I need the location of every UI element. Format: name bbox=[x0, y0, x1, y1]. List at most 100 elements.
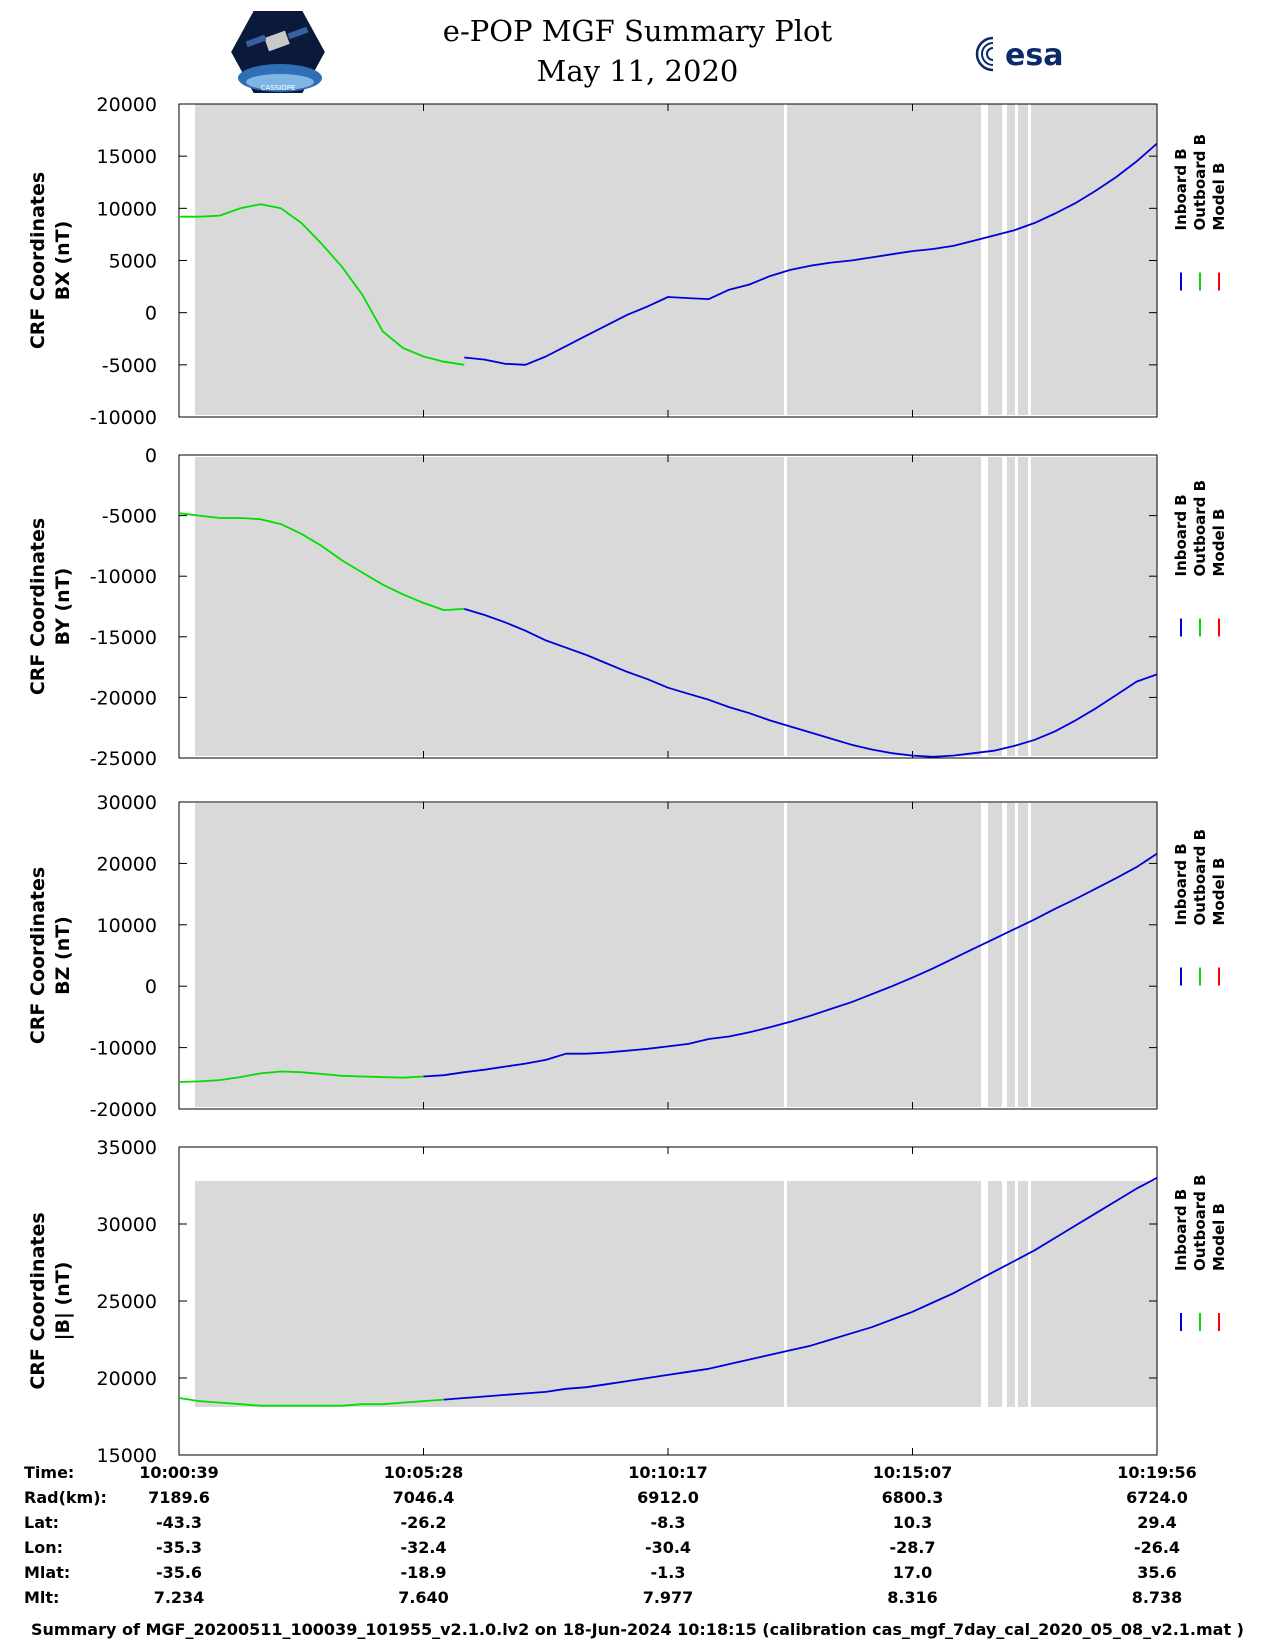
y-tick-label: -5000 bbox=[102, 355, 157, 377]
series-outboard-b bbox=[178, 512, 465, 611]
info-row-label: Mlt: bbox=[24, 1588, 60, 1607]
data-shade-band-6 bbox=[1031, 457, 1157, 756]
series-inboard-b bbox=[423, 852, 1158, 1078]
series-outboard-b bbox=[178, 1397, 444, 1407]
data-shade-band-1 bbox=[195, 104, 784, 415]
y-tick-label: 0 bbox=[145, 445, 157, 467]
info-cell: 10:05:28 bbox=[383, 1463, 464, 1482]
data-shade-band-4 bbox=[1007, 803, 1015, 1107]
data-shade-band-3 bbox=[988, 1181, 1002, 1407]
info-cell: 6912.0 bbox=[637, 1488, 699, 1507]
data-shade-band-3 bbox=[988, 457, 1002, 756]
info-cell: -26.2 bbox=[400, 1513, 447, 1532]
legend-label-inboard: Inboard B bbox=[1172, 148, 1190, 230]
legend-label-inboard: Inboard B bbox=[1172, 843, 1190, 925]
data-shade-band-1 bbox=[195, 803, 784, 1107]
info-cell: -18.9 bbox=[400, 1563, 447, 1582]
y-axis-label: CRF Coordinates BZ (nT) bbox=[27, 867, 74, 1044]
cassiope-logo-text: CASSIOPE bbox=[261, 84, 296, 92]
info-cell: 10:19:56 bbox=[1117, 1463, 1197, 1482]
series-inboard-b bbox=[464, 142, 1158, 366]
y-tick-label: 20000 bbox=[97, 1368, 157, 1390]
series-inboard-b bbox=[464, 608, 1158, 758]
series-outboard-b bbox=[179, 203, 465, 366]
data-shade-band-5 bbox=[1018, 457, 1028, 756]
y-axis-label-line1: CRF Coordinates bbox=[27, 1212, 49, 1389]
legend-label-outboard: Outboard B bbox=[1191, 134, 1209, 231]
data-shade-band-2 bbox=[787, 457, 981, 756]
info-cell: -28.7 bbox=[889, 1538, 936, 1557]
cassiope-logo: CASSIOPE bbox=[228, 9, 328, 95]
y-axis-label-line2: BZ (nT) bbox=[52, 916, 74, 995]
series-inboard-b bbox=[443, 1177, 1158, 1401]
y-axis-label: CRF Coordinates BX (nT) bbox=[27, 172, 74, 349]
info-cell: 6800.3 bbox=[881, 1488, 944, 1507]
info-cell: -35.6 bbox=[155, 1563, 203, 1582]
y-tick-label: 0 bbox=[145, 976, 157, 998]
info-cell: -30.4 bbox=[644, 1538, 692, 1557]
info-cell: 10:10:17 bbox=[628, 1463, 708, 1482]
footer-caption: Summary of MGF_20200511_100039_101955_v2… bbox=[31, 1620, 1244, 1639]
data-shade-band-6 bbox=[1031, 1181, 1157, 1407]
page-title-line1: e-POP MGF Summary Plot bbox=[442, 14, 833, 48]
info-cell: 7.234 bbox=[153, 1588, 205, 1607]
info-cell: 8.316 bbox=[887, 1588, 938, 1607]
data-shade-band-6 bbox=[1031, 803, 1157, 1107]
esa-logo-text: esa bbox=[1005, 38, 1063, 73]
y-tick-label: 10000 bbox=[97, 198, 157, 220]
y-tick-label: 35000 bbox=[97, 1137, 157, 1159]
info-row-label: Mlat: bbox=[24, 1563, 71, 1582]
info-cell: 29.4 bbox=[1137, 1513, 1177, 1532]
y-axis-label: CRF Coordinates BY (nT) bbox=[27, 518, 74, 695]
info-cell: -43.3 bbox=[155, 1513, 203, 1532]
y-tick-label: 15000 bbox=[97, 1445, 157, 1467]
legend-label-outboard: Outboard B bbox=[1191, 829, 1209, 926]
info-cell: 35.6 bbox=[1137, 1563, 1177, 1582]
y-tick-label: 5000 bbox=[109, 251, 157, 273]
data-shade-band-4 bbox=[1007, 457, 1015, 756]
legend-label-inboard: Inboard B bbox=[1172, 494, 1190, 576]
info-cell: 10:15:07 bbox=[872, 1463, 953, 1482]
y-axis-label-line1: CRF Coordinates bbox=[27, 518, 49, 695]
info-cell: -26.4 bbox=[1133, 1538, 1181, 1557]
y-tick-label: -10000 bbox=[90, 566, 157, 588]
data-shade-band-3 bbox=[988, 803, 1002, 1107]
data-shade-band-1 bbox=[195, 1181, 784, 1407]
legend-label-model: Model B bbox=[1210, 1203, 1228, 1271]
panel-1: 20000 15000 10000 5000 0 -5000 -10000 CRF Coord… bbox=[27, 94, 1228, 429]
y-tick-label: 20000 bbox=[97, 94, 157, 116]
y-axis-label-line2: BX (nT) bbox=[52, 221, 74, 301]
y-axis-label-line1: CRF Coordinates bbox=[27, 172, 49, 349]
legend-label-inboard: Inboard B bbox=[1172, 1189, 1190, 1271]
info-cell: 6724.0 bbox=[1126, 1488, 1188, 1507]
y-tick-label: 0 bbox=[145, 303, 157, 325]
y-tick-label: -25000 bbox=[90, 748, 157, 770]
data-shade-band-4 bbox=[1007, 104, 1015, 415]
panel-2: 0 -5000 -10000 -15000 -20000 -25000 CRF Coordi… bbox=[27, 445, 1228, 770]
info-cell: 7.640 bbox=[398, 1588, 449, 1607]
data-shade-band-2 bbox=[787, 104, 981, 415]
info-row-label: Lon: bbox=[24, 1538, 63, 1557]
data-shade-band-2 bbox=[787, 1181, 981, 1407]
info-cell: -1.3 bbox=[650, 1563, 686, 1582]
legend-label-outboard: Outboard B bbox=[1191, 480, 1209, 577]
info-cell: 8.738 bbox=[1131, 1588, 1183, 1607]
data-shade-band-5 bbox=[1018, 1181, 1028, 1407]
y-tick-label: 15000 bbox=[97, 146, 157, 168]
info-cell: -32.4 bbox=[400, 1538, 447, 1557]
info-cell: 7046.4 bbox=[392, 1488, 455, 1507]
y-tick-label: 25000 bbox=[97, 1291, 157, 1313]
y-tick-label: -20000 bbox=[90, 687, 157, 709]
info-cell: -35.3 bbox=[155, 1538, 203, 1557]
y-tick-label: 30000 bbox=[97, 1214, 157, 1236]
y-axis-label-line2: |B| (nT) bbox=[52, 1262, 74, 1341]
data-shade-band-1 bbox=[195, 457, 784, 756]
data-shade-band-5 bbox=[1018, 803, 1028, 1107]
y-tick-label: -15000 bbox=[90, 627, 157, 649]
y-tick-label: -20000 bbox=[90, 1099, 157, 1121]
info-row-label: Time: bbox=[24, 1463, 75, 1482]
y-tick-label: -10000 bbox=[90, 1038, 157, 1060]
info-cell: 7.977 bbox=[642, 1588, 694, 1607]
legend-label-model: Model B bbox=[1210, 509, 1228, 577]
panel-4: 35000 30000 25000 20000 15000 CRF Coordinates… bbox=[27, 1137, 1228, 1467]
